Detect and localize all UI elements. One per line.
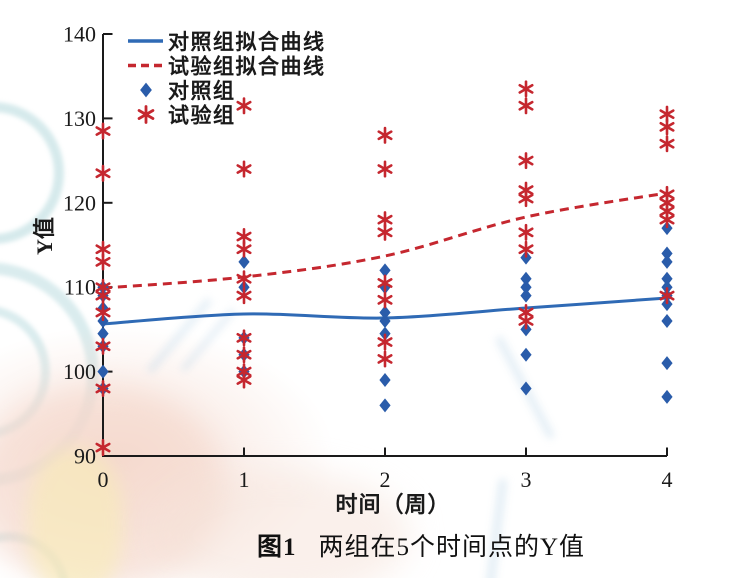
diamond-marker	[379, 305, 391, 320]
asterisk-marker	[95, 253, 111, 271]
diamond-marker	[520, 280, 532, 295]
asterisk-marker	[236, 160, 252, 178]
diamond-marker	[661, 271, 673, 286]
asterisk-marker	[518, 97, 534, 115]
figure-caption: 图1 两组在5个时间点的Y值	[257, 527, 585, 563]
asterisk-marker	[377, 333, 393, 351]
diamond-marker	[661, 254, 673, 269]
legend-item: 试验组拟合曲线	[128, 55, 326, 79]
asterisk-marker	[236, 371, 252, 389]
asterisk-marker	[518, 80, 534, 98]
x-tick-label: 3	[521, 467, 532, 492]
diamond-marker	[520, 288, 532, 303]
asterisk-marker	[95, 164, 111, 182]
diamond-marker	[520, 381, 532, 396]
x-tick-label: 0	[98, 467, 109, 492]
legend-label: 试验组拟合曲线	[168, 55, 326, 79]
diamond-marker	[140, 82, 152, 98]
asterisk-marker	[95, 439, 111, 457]
figure-caption-text: 两组在5个时间点的Y值	[318, 534, 586, 561]
diamond-marker	[661, 246, 673, 261]
asterisk-marker	[518, 312, 534, 330]
experimental-fit-line	[102, 191, 668, 290]
legend-label: 对照组	[168, 79, 236, 103]
diamond-marker	[379, 398, 391, 413]
diamond-marker	[379, 263, 391, 278]
asterisk-marker	[95, 304, 111, 322]
diamond-marker	[661, 356, 673, 371]
asterisk-marker	[236, 270, 252, 288]
experimental-points	[95, 80, 675, 457]
asterisk-marker	[659, 118, 675, 136]
diamond-marker	[661, 389, 673, 404]
diamond-marker	[520, 271, 532, 286]
legend-item: 试验组	[137, 104, 236, 128]
asterisk-marker	[659, 287, 675, 305]
asterisk-marker	[518, 152, 534, 170]
asterisk-marker	[236, 329, 252, 347]
diamond-marker	[379, 373, 391, 388]
asterisk-marker	[236, 346, 252, 364]
legend-label: 对照组拟合曲线	[168, 30, 326, 54]
asterisk-marker	[377, 291, 393, 309]
asterisk-marker	[236, 287, 252, 305]
y-axis-label: Y值	[32, 217, 57, 255]
asterisk-marker	[659, 211, 675, 229]
control-points	[97, 221, 673, 413]
asterisk-marker	[236, 240, 252, 258]
diamond-marker	[661, 313, 673, 328]
y-tick-label: 100	[63, 359, 96, 384]
asterisk-marker	[95, 379, 111, 397]
x-tick-label: 4	[662, 467, 673, 492]
asterisk-marker	[377, 223, 393, 241]
asterisk-marker	[518, 240, 534, 258]
figure-number: 图1	[256, 534, 297, 561]
diamond-marker	[379, 313, 391, 328]
asterisk-marker	[518, 190, 534, 208]
legend-item: 对照组	[140, 79, 236, 103]
y-tick-label: 130	[63, 106, 96, 131]
asterisk-marker	[377, 126, 393, 144]
asterisk-marker	[137, 105, 155, 124]
asterisk-marker	[377, 274, 393, 292]
x-axis-label: 时间（周）	[335, 492, 450, 517]
asterisk-marker	[95, 287, 111, 305]
legend-item: 对照组拟合曲线	[128, 30, 326, 54]
asterisk-marker	[95, 337, 111, 355]
asterisk-marker	[377, 350, 393, 368]
x-axis: 0 1 2 3 4	[98, 447, 673, 492]
x-tick-label: 1	[239, 467, 250, 492]
y-tick-label: 110	[64, 275, 96, 300]
y-tick-label: 120	[63, 190, 96, 215]
legend-label: 试验组	[168, 104, 236, 128]
diamond-marker	[238, 254, 250, 269]
y-tick-label: 140	[63, 22, 96, 47]
y-tick-label: 90	[74, 444, 96, 469]
asterisk-marker	[236, 97, 252, 115]
diamond-marker	[97, 326, 109, 341]
asterisk-marker	[95, 122, 111, 140]
asterisk-marker	[659, 135, 675, 153]
x-tick-label: 2	[380, 467, 391, 492]
asterisk-marker	[377, 160, 393, 178]
asterisk-marker	[518, 223, 534, 241]
diamond-marker	[520, 347, 532, 362]
diamond-marker	[97, 364, 109, 379]
y-axis: 90 100 110 120 130 140	[63, 22, 113, 469]
